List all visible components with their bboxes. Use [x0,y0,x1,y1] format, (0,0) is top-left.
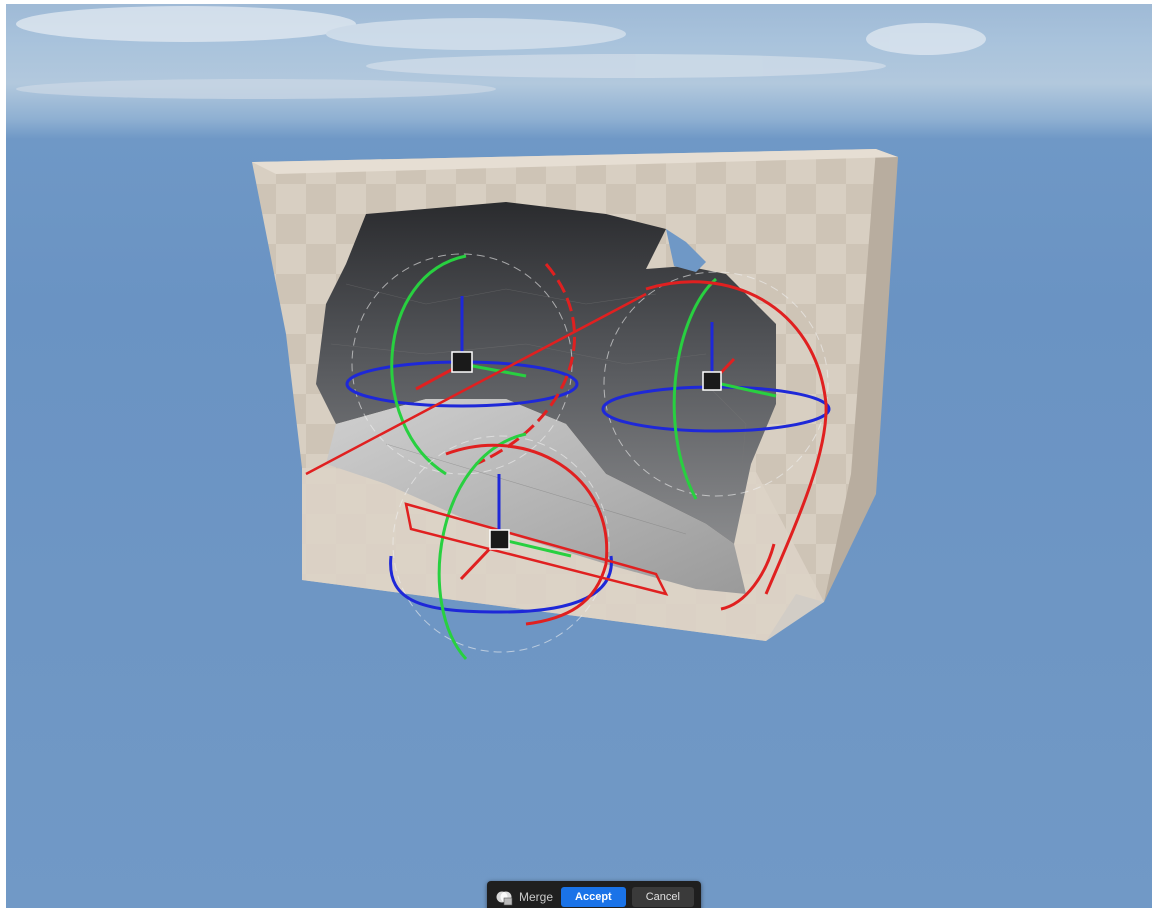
transform-gizmo-2 [601,271,831,595]
tool-name-label: Merge [519,890,554,904]
transform-gizmo-3 [389,432,669,661]
gizmo-arc-corner [720,543,776,611]
merge-tool-icon [495,887,513,907]
sky-clouds [16,6,986,99]
level-viewport[interactable]: Merge Accept Cancel [6,4,1152,908]
tool-accept-bar: Merge Accept Cancel [487,881,701,908]
viewport-scene [16,6,986,661]
cancel-button[interactable]: Cancel [631,887,694,907]
accept-button[interactable]: Accept [561,887,626,907]
